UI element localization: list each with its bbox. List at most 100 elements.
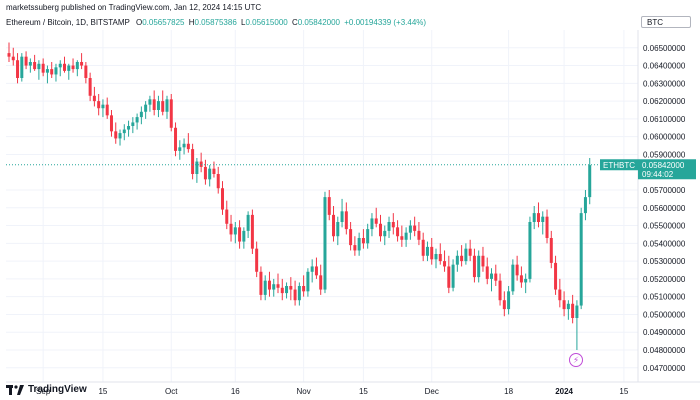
candle — [370, 213, 374, 237]
candle-body — [33, 62, 37, 70]
ohlc-low-label: L — [241, 18, 246, 27]
candle-body — [24, 56, 28, 66]
candle-body — [195, 161, 199, 174]
candle-body — [549, 238, 553, 263]
candle-body — [203, 166, 207, 180]
candle-body — [259, 271, 263, 295]
candle-body — [455, 255, 459, 265]
candle-body — [485, 266, 489, 279]
candle — [208, 165, 212, 187]
candle — [524, 273, 528, 294]
candle-body — [588, 165, 592, 198]
candle-body — [571, 303, 575, 318]
candle — [438, 243, 442, 265]
candle — [306, 268, 310, 297]
candle — [545, 209, 549, 244]
tradingview-logo-icon — [6, 384, 24, 395]
candle-body — [169, 99, 173, 128]
candle-body — [536, 213, 540, 222]
candle — [566, 300, 570, 320]
candle-body — [238, 227, 242, 242]
candle — [16, 53, 20, 84]
candle — [97, 94, 101, 116]
candle — [396, 220, 400, 242]
candle-body — [494, 273, 498, 281]
candle-body — [524, 278, 528, 283]
candle-body — [11, 56, 15, 61]
y-tick-label: 0.05700000 — [643, 186, 686, 195]
candle-body — [421, 239, 425, 256]
candle — [118, 129, 122, 146]
candle — [447, 255, 451, 294]
y-tick-label: 0.05500000 — [643, 222, 686, 231]
flash-icon[interactable]: ⚡ — [569, 353, 583, 367]
publisher-line: marketssuberg published on TradingView.c… — [6, 3, 262, 12]
candle — [361, 229, 365, 249]
candle-body — [263, 280, 267, 295]
tradingview-logo[interactable]: TradingView — [6, 384, 87, 395]
candle-body — [45, 69, 49, 73]
candle-body — [178, 147, 182, 151]
last-price-symbol: ETHBTC — [603, 161, 635, 170]
candle — [536, 202, 540, 228]
candle — [280, 278, 284, 301]
candles — [7, 42, 592, 350]
candle-body — [186, 143, 190, 150]
candle — [549, 230, 553, 269]
candle-body — [92, 95, 96, 102]
candle — [114, 122, 118, 144]
candle-body — [20, 56, 24, 78]
candle-body — [71, 65, 75, 70]
y-tick-label: 0.05400000 — [643, 239, 686, 248]
x-tick-label: 18 — [504, 387, 513, 396]
candle — [297, 282, 301, 306]
currency-selector[interactable]: BTC — [641, 16, 691, 28]
last-price-countdown: 09:44:02 — [642, 170, 674, 179]
ohlc-open: 0.05657825 — [142, 18, 185, 27]
candle-body — [310, 266, 314, 272]
y-tick-label: 0.04800000 — [643, 346, 686, 355]
candle — [558, 278, 562, 308]
candle — [24, 51, 28, 70]
candle-body — [16, 60, 20, 78]
candle — [267, 271, 271, 297]
candle — [182, 138, 186, 155]
candle — [250, 209, 254, 254]
candle — [221, 181, 224, 215]
candle-body — [101, 104, 105, 109]
candle — [421, 232, 425, 262]
currency-label: BTC — [647, 17, 663, 27]
y-tick-label: 0.05100000 — [643, 293, 686, 302]
candle-body — [391, 222, 395, 228]
candle — [152, 90, 156, 116]
candle-body — [404, 232, 408, 240]
y-tick-label: 0.05600000 — [643, 204, 686, 213]
candle-body — [174, 127, 178, 151]
candle — [353, 236, 357, 256]
candle — [344, 202, 348, 235]
candle — [455, 250, 459, 272]
candle — [490, 268, 494, 292]
x-tick-label: 16 — [231, 387, 240, 396]
candle-body — [63, 63, 67, 71]
candle-body — [152, 99, 156, 110]
candle — [37, 60, 41, 80]
candle — [144, 101, 148, 119]
candle — [131, 117, 135, 134]
candle — [11, 47, 15, 66]
candle-body — [122, 129, 126, 134]
candle — [67, 63, 71, 80]
candle-body — [216, 174, 220, 189]
candle — [84, 62, 88, 84]
candle — [178, 140, 182, 160]
candle-body — [109, 115, 113, 132]
tradingview-logo-text: TradingView — [28, 384, 87, 395]
last-price-symbol-bg — [600, 159, 638, 171]
candle-body — [366, 229, 370, 244]
candle-body — [417, 230, 421, 240]
candle — [460, 245, 464, 267]
candle-body — [361, 238, 365, 244]
candle-body — [280, 287, 284, 294]
candle — [165, 95, 169, 119]
